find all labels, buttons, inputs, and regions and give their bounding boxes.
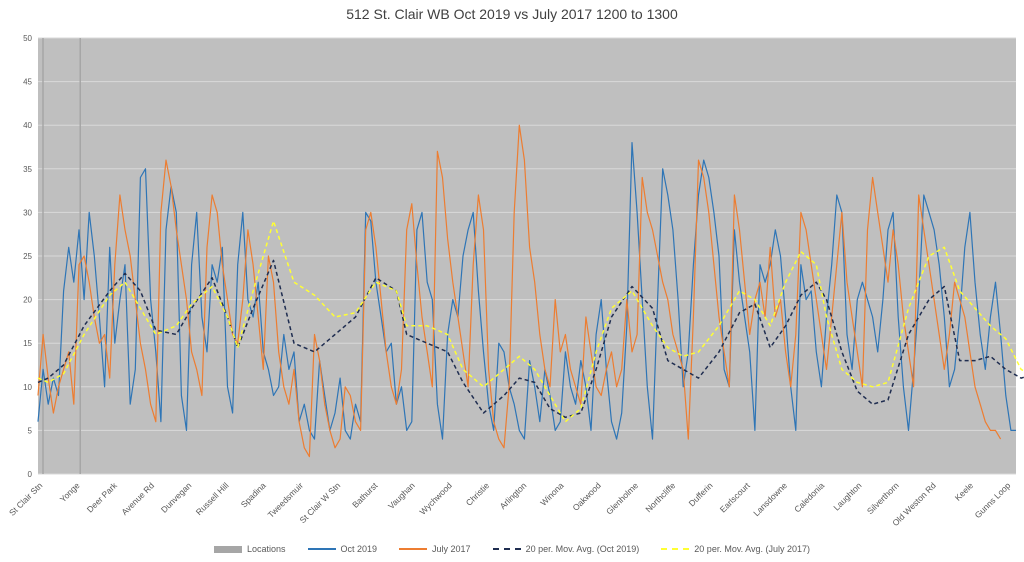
x-label-17: Northcliffe [643, 480, 677, 514]
legend: Locations Oct 2019 July 2017 20 per. Mov… [0, 544, 1024, 554]
y-tick-label-30: 30 [23, 208, 32, 217]
x-label-25: Keele [953, 480, 976, 503]
x-label-7: Tweedsmuir [266, 480, 306, 520]
x-label-2: Deer Park [85, 480, 120, 515]
x-label-15: Oakwood [570, 480, 603, 513]
x-label-19: Earlscourt [718, 480, 753, 515]
legend-item-mavg-july-2017: 20 per. Mov. Avg. (July 2017) [661, 544, 810, 554]
x-label-4: Dunvegan [159, 480, 194, 515]
x-label-5: Russell Hill [194, 480, 231, 517]
series-line-2 [37, 124, 1002, 458]
x-label-12: Christie [464, 480, 492, 508]
legend-item-mavg-oct-2019: 20 per. Mov. Avg. (Oct 2019) [492, 544, 640, 554]
x-label-9: Bathurst [350, 480, 380, 510]
legend-item-locations: Locations [213, 544, 286, 554]
x-label-10: Vaughan [386, 480, 417, 511]
chart-title: 512 St. Clair WB Oct 2019 vs July 2017 1… [346, 6, 678, 22]
legend-swatch-mavg-oct-2019 [492, 548, 521, 550]
legend-swatch-mavg-july-2017 [661, 548, 690, 550]
legend-label-mavg-oct-2019: 20 per. Mov. Avg. (Oct 2019) [525, 544, 640, 554]
x-label-26: Gunns Loop [973, 480, 1013, 520]
location-markers [42, 38, 81, 474]
x-label-6: Spadina [239, 480, 268, 509]
legend-swatch-locations [213, 545, 242, 553]
x-label-23: Silverthorn [865, 480, 901, 516]
y-tick-label-5: 5 [28, 426, 33, 435]
legend-label-locations: Locations [246, 544, 286, 554]
x-axis-labels: St Clair Stn Yonge Deer Park Avenue Rd Dunve… [7, 480, 1013, 528]
x-label-20: Lansdowne [751, 480, 789, 518]
x-label-13: Arlington [498, 480, 529, 511]
series-line-1 [37, 142, 1016, 440]
x-label-22: Laughton [831, 480, 863, 512]
legend-swatch-oct-2019 [307, 548, 336, 550]
x-label-21: Caledonia [792, 480, 826, 514]
y-axis-ticks: 0 5 10 15 20 25 30 35 40 45 50 [23, 34, 32, 479]
series-line-3 [37, 259, 1024, 419]
y-tick-label-25: 25 [23, 252, 32, 261]
y-tick-label-50: 50 [23, 34, 32, 43]
x-label-16: Glenholme [604, 480, 640, 516]
legend-label-oct-2019: Oct 2019 [340, 544, 378, 554]
legend-label-july-2017: July 2017 [432, 544, 471, 554]
x-label-0: St Clair Stn [7, 480, 45, 518]
series-line-4 [37, 220, 1024, 423]
y-tick-label-20: 20 [23, 296, 32, 305]
legend-label-mavg-july-2017: 20 per. Mov. Avg. (July 2017) [694, 544, 811, 554]
x-label-18: Dufferin [687, 480, 715, 508]
x-label-14: Winona [538, 480, 566, 508]
y-tick-label-0: 0 [28, 470, 33, 479]
y-tick-label-40: 40 [23, 121, 32, 130]
x-label-3: Avenue Rd [119, 480, 156, 517]
y-tick-label-45: 45 [23, 78, 32, 87]
y-tick-label-35: 35 [23, 165, 32, 174]
x-label-1: Yonge [58, 480, 82, 504]
legend-item-july-2017: July 2017 [399, 544, 471, 554]
y-tick-label-10: 10 [23, 383, 32, 392]
series-lines [37, 124, 1024, 458]
y-tick-label-15: 15 [23, 339, 32, 348]
x-label-11: Wychwood [418, 480, 455, 517]
legend-item-oct-2019: Oct 2019 [307, 544, 378, 554]
legend-swatch-july-2017 [399, 548, 428, 550]
